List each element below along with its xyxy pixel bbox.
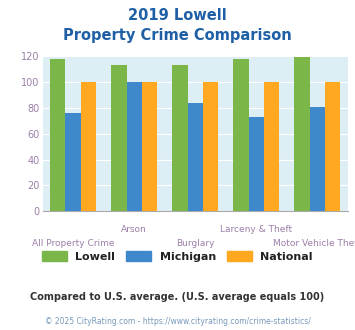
Text: Arson: Arson — [121, 225, 147, 234]
Legend: Lowell, Michigan, National: Lowell, Michigan, National — [38, 247, 317, 267]
Text: © 2025 CityRating.com - https://www.cityrating.com/crime-statistics/: © 2025 CityRating.com - https://www.city… — [45, 317, 310, 326]
Text: 2019 Lowell: 2019 Lowell — [128, 8, 227, 23]
Bar — [142, 82, 157, 211]
Bar — [81, 82, 96, 211]
Text: All Property Crime: All Property Crime — [32, 239, 114, 248]
Bar — [126, 82, 142, 211]
Bar — [188, 103, 203, 211]
Bar — [203, 82, 218, 211]
Bar — [66, 113, 81, 211]
Text: Burglary: Burglary — [176, 239, 214, 248]
Bar — [50, 59, 66, 211]
Text: Compared to U.S. average. (U.S. average equals 100): Compared to U.S. average. (U.S. average … — [31, 292, 324, 302]
Text: Larceny & Theft: Larceny & Theft — [220, 225, 293, 234]
Bar — [234, 59, 248, 211]
Bar — [310, 107, 325, 211]
Bar — [248, 117, 264, 211]
Text: Property Crime Comparison: Property Crime Comparison — [63, 28, 292, 43]
Bar — [111, 65, 126, 211]
Bar — [294, 57, 310, 211]
Bar — [264, 82, 279, 211]
Text: Motor Vehicle Theft: Motor Vehicle Theft — [273, 239, 355, 248]
Bar — [173, 65, 187, 211]
Bar — [325, 82, 340, 211]
